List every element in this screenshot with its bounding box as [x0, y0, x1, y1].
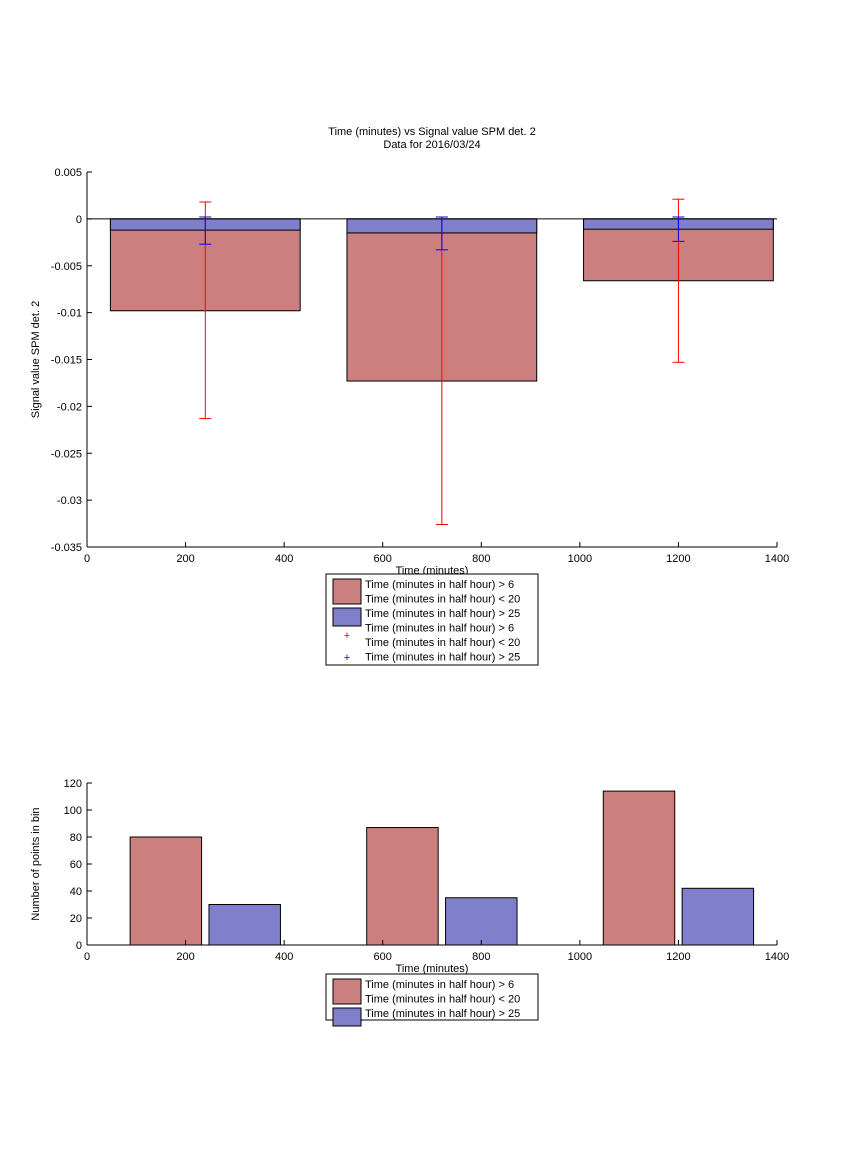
y-tick-label: 60: [70, 859, 82, 871]
x-tick-label: 1400: [765, 553, 789, 565]
bar: [208, 904, 281, 946]
chart-title: Time (minutes) vs Signal value SPM det. …: [328, 126, 535, 138]
chart-2: 0 200 400 600 800 1000 1200 1400 0 20 40 60 80 100 120…: [30, 778, 789, 1027]
y-tick-label: -0.03: [57, 495, 82, 507]
x-tick-label: 800: [472, 553, 490, 565]
y-tick-label: -0.02: [57, 401, 82, 413]
legend-label: Time (minutes in half hour) > 6: [365, 623, 514, 635]
legend-marker: +: [344, 652, 350, 664]
y-tick-label: 120: [64, 778, 82, 790]
y-tick-label: -0.01: [57, 308, 82, 320]
y-tick-label: -0.035: [51, 542, 82, 554]
bar: [602, 790, 676, 946]
legend-swatch: [332, 578, 362, 605]
bar: [366, 827, 439, 946]
y-tick-label: -0.025: [51, 448, 82, 460]
x-tick-label: 1000: [568, 951, 592, 963]
y-tick-label: 0.005: [54, 167, 82, 179]
y-tick-label: 0: [76, 214, 82, 226]
legend-label: Time (minutes in half hour) > 25: [365, 652, 520, 664]
x-tick-label: 0: [84, 951, 90, 963]
bar: [129, 836, 203, 946]
legend: Time (minutes in half hour) > 6 Time (min…: [325, 573, 539, 666]
y-tick-label: 0: [76, 940, 82, 952]
x-tick-label: 200: [176, 553, 194, 565]
x-tick-label: 600: [374, 951, 392, 963]
y-tick-label: 80: [70, 832, 82, 844]
y-axis-label: Number of points in bin: [30, 807, 42, 920]
legend-label: Time (minutes in half hour) > 6: [365, 979, 514, 991]
x-axis-label: Time (minutes): [396, 963, 469, 975]
legend-label: Time (minutes in half hour) > 25: [365, 608, 520, 620]
bar: [445, 897, 518, 946]
legend-swatch: [332, 1007, 362, 1027]
y-tick-label: -0.005: [51, 261, 82, 273]
x-tick-label: 400: [275, 951, 293, 963]
y-tick-label: 20: [70, 913, 82, 925]
bar: [681, 887, 755, 946]
legend-label: Time (minutes in half hour) < 20: [365, 594, 520, 606]
legend-swatch: [332, 978, 362, 1005]
x-tick-label: 0: [84, 553, 90, 565]
x-tick-label: 400: [275, 553, 293, 565]
x-tick-label: 1000: [568, 553, 592, 565]
legend-label: Time (minutes in half hour) > 25: [365, 1008, 520, 1020]
x-tick-label: 1200: [666, 553, 690, 565]
x-tick-label: 1200: [666, 951, 690, 963]
x-tick-label: 200: [176, 951, 194, 963]
y-tick-label: 40: [70, 886, 82, 898]
legend-label: Time (minutes in half hour) < 20: [365, 994, 520, 1006]
legend-swatch: [332, 607, 362, 627]
legend-label: Time (minutes in half hour) > 6: [365, 579, 514, 591]
y-axis-label: Signal value SPM det. 2: [30, 301, 42, 418]
y-tick-label: 100: [64, 805, 82, 817]
legend-marker: +: [344, 630, 350, 642]
x-tick-label: 1400: [765, 951, 789, 963]
legend-label: Time (minutes in half hour) < 20: [365, 637, 520, 649]
chart-1: Time (minutes) vs Signal value SPM det. …: [30, 126, 789, 666]
x-tick-label: 800: [472, 951, 490, 963]
x-tick-label: 600: [374, 553, 392, 565]
chart-subtitle: Data for 2016/03/24: [383, 139, 480, 151]
y-tick-label: -0.015: [51, 355, 82, 367]
legend: Time (minutes in half hour) > 6 Time (min…: [325, 973, 539, 1027]
